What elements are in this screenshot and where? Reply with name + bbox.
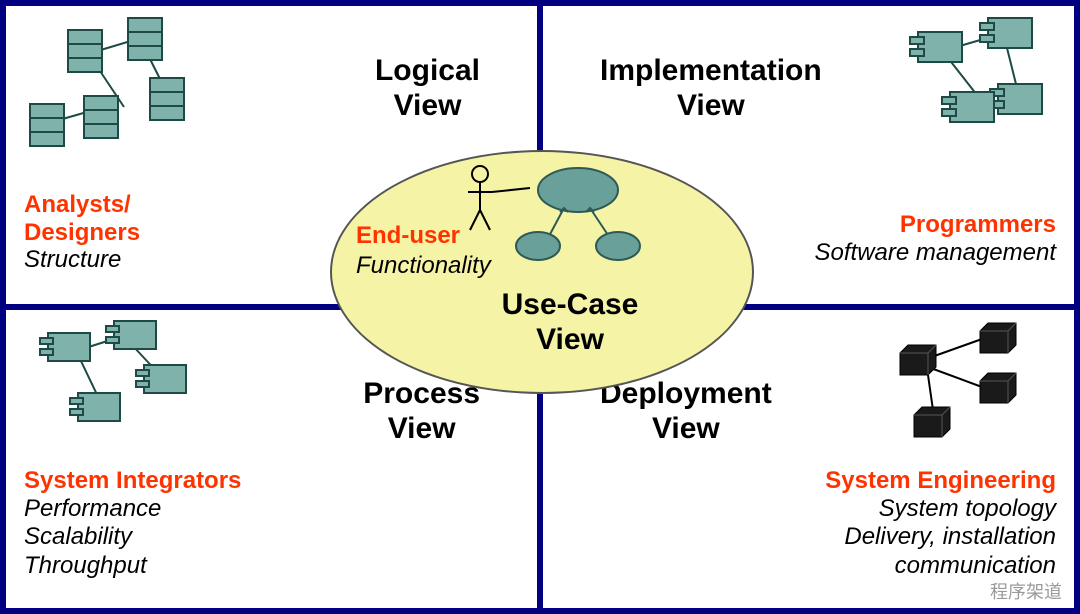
component-diagram-icon	[876, 12, 1056, 162]
deployment-view-role: System Engineering	[825, 467, 1056, 495]
deployment-view-title: Deployment View	[600, 377, 772, 446]
class-diagram-icon	[24, 12, 204, 162]
process-view-role: System Integrators	[24, 467, 241, 495]
logical-view-title: Logical View	[375, 54, 480, 123]
logical-view-role: Analysts/ Designers	[24, 191, 140, 246]
process-component-icon	[24, 315, 204, 455]
watermark-text: 程序架道	[990, 578, 1062, 604]
process-view-title: Process View	[363, 377, 480, 446]
use-case-actor-icon	[460, 160, 680, 280]
implementation-view-role: Programmers	[815, 211, 1056, 239]
use-case-title: Use-Case View	[470, 288, 670, 357]
implementation-view-title: Implementation View	[600, 54, 822, 123]
process-view-concern: Performance Scalability Throughput	[24, 495, 241, 581]
use-case-role: End-user	[356, 222, 460, 250]
node-diagram-icon	[876, 317, 1056, 457]
deployment-view-concern: System topology Delivery, installation c…	[825, 495, 1056, 581]
logical-view-concern: Structure	[24, 246, 140, 275]
use-case-concern: Functionality	[356, 252, 491, 280]
implementation-view-concern: Software management	[815, 239, 1056, 268]
